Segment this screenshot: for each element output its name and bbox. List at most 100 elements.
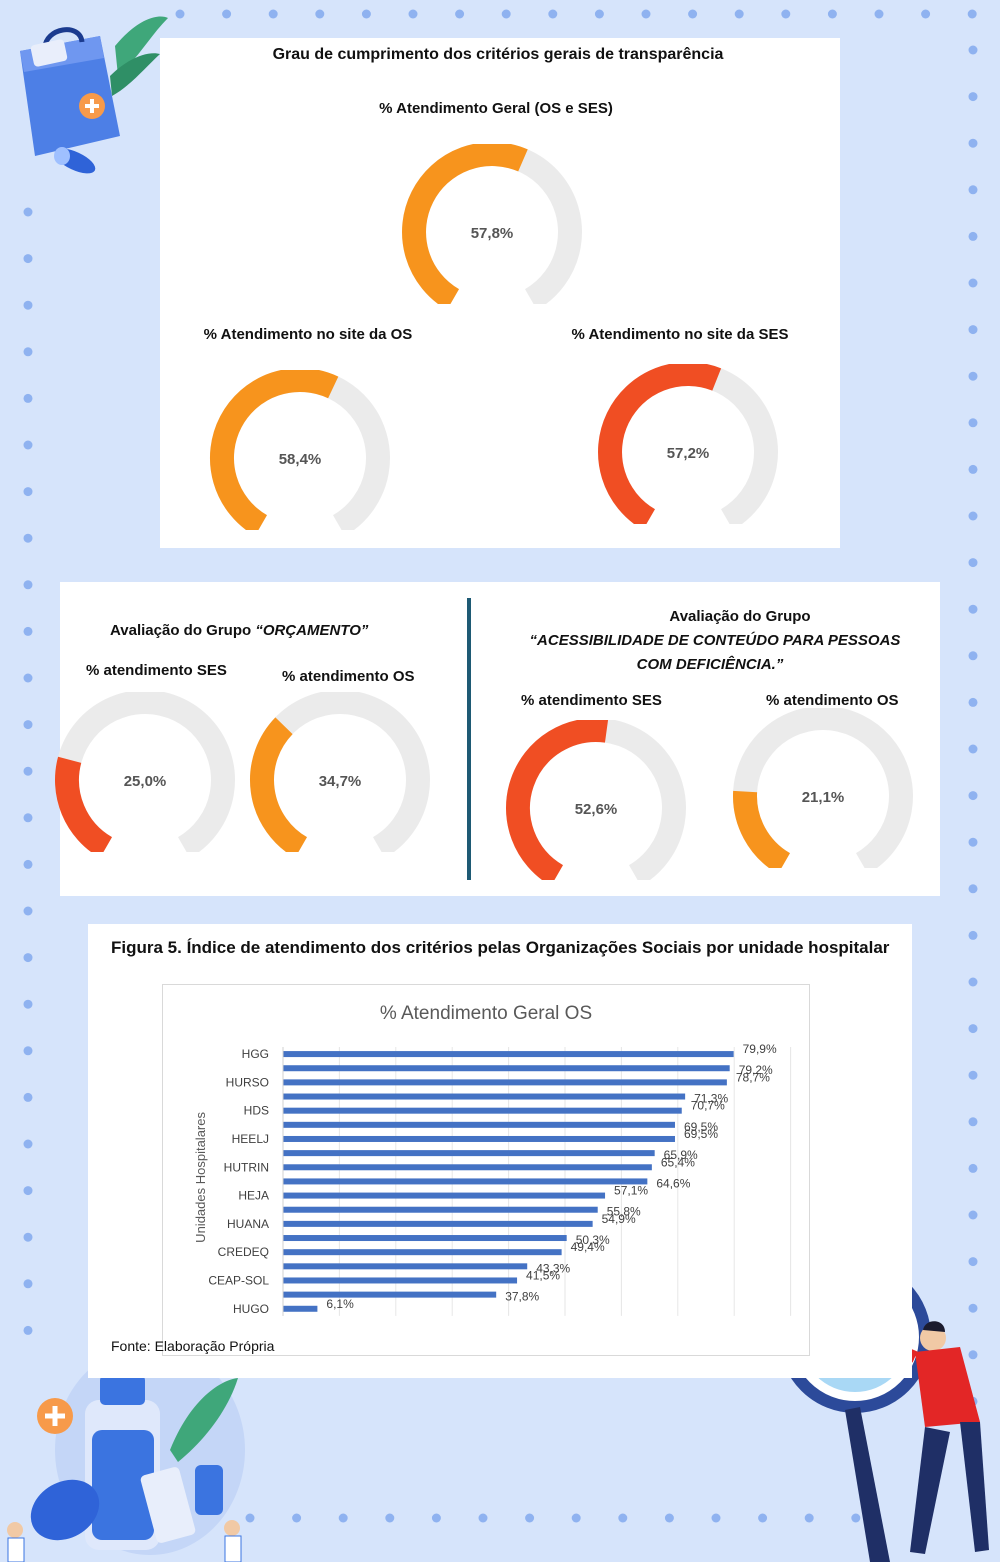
dot: [548, 9, 558, 19]
bar-value-label: 65,4%: [661, 1155, 695, 1169]
accessibility-group-title-line2: “ACESSIBILIDADE DE CONTEÚDO PARA PESSOAS: [529, 632, 901, 649]
bar-value-label: 43,3%: [536, 1261, 570, 1275]
dot: [968, 1163, 978, 1173]
dot: [968, 977, 978, 987]
dot: [23, 300, 33, 310]
dot: [431, 1513, 441, 1523]
bar-value-label: 57,1%: [614, 1184, 648, 1198]
dot: [571, 1513, 581, 1523]
dot: [968, 1070, 978, 1080]
dot: [781, 9, 791, 19]
dot: [338, 1513, 348, 1523]
bar-value-label: 55,8%: [607, 1205, 641, 1219]
transparency-criteria-panel: Grau de cumprimento dos critérios gerais…: [160, 38, 840, 548]
gauge-fill: [506, 720, 609, 880]
bar: [283, 1192, 606, 1199]
dot: [23, 953, 33, 963]
bar: [283, 1121, 675, 1128]
bar: [283, 1051, 734, 1058]
gauge-label-budget-ses: % atendimento SES: [86, 662, 227, 679]
bar: [283, 1093, 686, 1100]
dot: [968, 1350, 978, 1360]
bar-value-label: 71,3%: [694, 1092, 728, 1106]
gauge-os-site: 58,4%: [210, 370, 390, 530]
panel-title: Grau de cumprimento dos critérios gerais…: [272, 46, 724, 63]
gauge-fill: [210, 370, 339, 530]
bar: [283, 1305, 318, 1312]
bar: [283, 1206, 598, 1213]
gauge-label-os-site: % Atendimento no site da OS: [203, 326, 413, 343]
bar-value-label: 70,7%: [691, 1099, 725, 1113]
gauge-value: 21,1%: [802, 789, 845, 806]
gauge-access-ses: 52,6%: [506, 720, 686, 880]
gauge-label-access-ses: % atendimento SES: [521, 692, 662, 709]
gauge-value: 57,8%: [471, 225, 514, 242]
y-axis-title: Unidades Hospitalares: [193, 1112, 208, 1243]
category-tick-label: HUTRIN: [224, 1160, 269, 1174]
dot: [385, 1513, 395, 1523]
category-tick-label: HUGO: [233, 1302, 269, 1316]
dot: [455, 9, 465, 19]
category-tick-label: HEJA: [238, 1189, 269, 1203]
medical-bag-illustration: [20, 16, 168, 174]
dot: [23, 626, 33, 636]
dot: [968, 791, 978, 801]
gauge-access-os: 21,1%: [733, 708, 913, 868]
gauge-fill: [55, 756, 113, 852]
category-tick-label: HUANA: [227, 1217, 269, 1231]
dot: [968, 930, 978, 940]
gauge-budget-os: 34,7%: [250, 692, 430, 852]
gauge-label-overall: % Atendimento Geral (OS e SES): [379, 100, 613, 117]
gauge-label-budget-os: % atendimento OS: [282, 668, 415, 685]
gauge-fill: [250, 717, 308, 852]
bar: [283, 1263, 528, 1270]
dot: [968, 231, 978, 241]
gauge-value: 57,2%: [667, 445, 710, 462]
figure-5-panel: Figura 5. Índice de atendimento dos crit…: [88, 924, 912, 1378]
bar: [283, 1235, 567, 1242]
dot: [641, 9, 651, 19]
dot: [23, 1046, 33, 1056]
bar: [283, 1065, 730, 1072]
bar: [283, 1164, 652, 1171]
dot: [23, 1092, 33, 1102]
dot: [23, 720, 33, 730]
bar-value-label: 37,8%: [505, 1290, 539, 1304]
dot: [921, 9, 931, 19]
bar-value-label: 65,9%: [664, 1148, 698, 1162]
dot: [175, 9, 185, 19]
dot: [23, 533, 33, 543]
dot: [268, 9, 278, 19]
budget-group-title-name: “ORÇAMENTO”: [255, 622, 369, 639]
dot: [968, 185, 978, 195]
dot: [758, 1513, 768, 1523]
bar-value-label: 64,6%: [656, 1176, 690, 1190]
dot: [968, 1257, 978, 1267]
dot: [968, 278, 978, 288]
dot: [968, 45, 978, 55]
dot: [23, 1325, 33, 1335]
dot: [968, 884, 978, 894]
gauge-value: 34,7%: [319, 773, 362, 790]
gauge-fill: [402, 144, 528, 304]
dot: [688, 9, 698, 19]
dot: [23, 1232, 33, 1242]
budget-group-title: Avaliação do Grupo “ORÇAMENTO”: [110, 622, 368, 639]
chart-title: % Atendimento Geral OS: [380, 1003, 592, 1024]
dot: [968, 558, 978, 568]
dot: [711, 1513, 721, 1523]
bar: [283, 1291, 497, 1298]
dot: [968, 697, 978, 707]
dot: [594, 9, 604, 19]
bar: [283, 1079, 727, 1086]
bar-value-label: 50,3%: [576, 1233, 610, 1247]
bar-value-label: 78,7%: [736, 1070, 770, 1084]
dot: [968, 651, 978, 661]
bar-value-label: 69,5%: [684, 1120, 718, 1134]
bar-chart-frame: % Atendimento Geral OS Unidades Hospitala…: [162, 984, 848, 1356]
dot: [734, 9, 744, 19]
figure-title: Figura 5. Índice de atendimento dos crit…: [111, 938, 890, 957]
dot: [968, 138, 978, 148]
medicine-bottles-illustration: [7, 1350, 245, 1562]
